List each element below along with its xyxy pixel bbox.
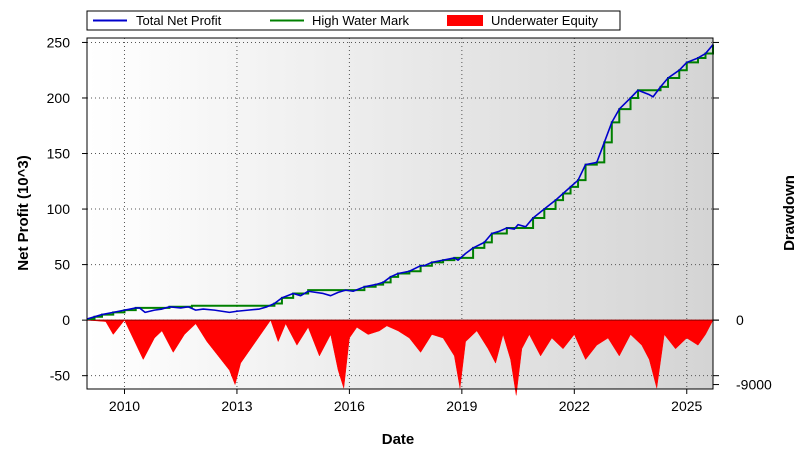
legend-swatch-underwater-equity <box>447 15 483 26</box>
legend-label-high-water-mark: High Water Mark <box>312 13 410 28</box>
legend-box <box>86 10 621 31</box>
legend-label-underwater-equity: Underwater Equity <box>491 13 598 28</box>
y2-axis-title: Drawdown <box>781 175 798 251</box>
x-axis: 2010 2013 2016 2019 2022 2025 <box>109 389 703 414</box>
x-tick-label: 2019 <box>446 398 477 414</box>
legend-label-total-net-profit: Total Net Profit <box>136 13 222 28</box>
y-axis: 250 200 150 100 50 0 -50 <box>47 34 87 384</box>
y-axis-title: Net Profit (10^3) <box>15 155 32 270</box>
y2-tick-label: -9000 <box>736 377 772 393</box>
x-tick-label: 2022 <box>559 398 590 414</box>
y-tick-label: 50 <box>54 257 70 273</box>
x-tick-label: 2010 <box>109 398 140 414</box>
x-tick-label: 2025 <box>671 398 702 414</box>
x-tick-label: 2013 <box>221 398 252 414</box>
x-tick-label: 2016 <box>334 398 365 414</box>
y-tick-label: 150 <box>47 146 71 162</box>
underwater-equity-area <box>86 319 714 396</box>
y-tick-label: 250 <box>47 34 71 50</box>
y-tick-label: -50 <box>50 368 70 384</box>
y-tick-label: 200 <box>47 90 71 106</box>
y-tick-label: 100 <box>47 201 71 217</box>
y2-axis: 0 -9000 <box>713 41 772 393</box>
x-axis-title: Date <box>382 431 415 448</box>
series-layer <box>86 44 714 396</box>
legend: Total Net Profit High Water Mark Underwa… <box>86 10 621 31</box>
total-net-profit-line <box>86 44 714 320</box>
y2-tick-label: 0 <box>736 312 744 328</box>
plot-frame <box>86 37 714 390</box>
y-tick-label: 0 <box>62 312 70 328</box>
